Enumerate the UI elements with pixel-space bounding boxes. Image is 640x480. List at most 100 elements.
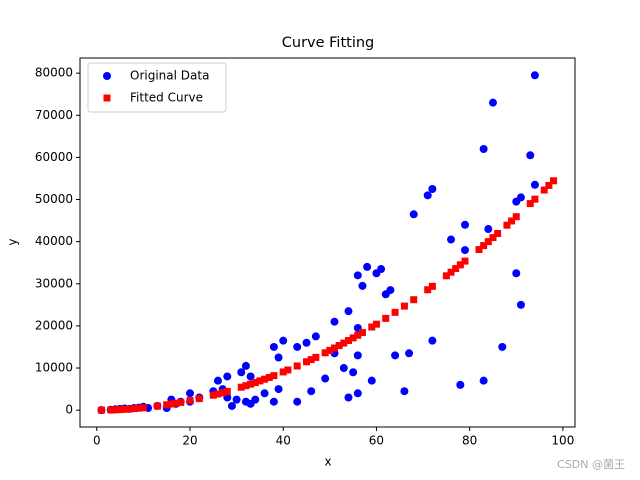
fitted-point xyxy=(107,406,115,414)
data-point xyxy=(353,389,362,398)
fitted-point xyxy=(251,379,259,387)
fitted-point xyxy=(330,344,338,352)
fitted-point xyxy=(261,375,269,383)
fitted-point xyxy=(139,404,147,412)
data-point xyxy=(302,338,311,347)
data-point xyxy=(461,220,469,229)
y-tick-label: 40000 xyxy=(35,234,73,248)
data-point xyxy=(428,336,437,345)
fitted-point xyxy=(475,246,483,254)
data-point xyxy=(307,387,316,396)
chart-title: Curve Fitting xyxy=(282,35,375,51)
fitted-point xyxy=(195,395,203,403)
fitted-point xyxy=(111,406,119,414)
legend-label: Fitted Curve xyxy=(130,91,203,105)
data-point xyxy=(344,393,353,402)
fitted-point xyxy=(214,390,222,398)
x-tick-label: 40 xyxy=(276,434,291,448)
data-point xyxy=(269,397,278,406)
x-axis-label: x xyxy=(324,455,331,469)
data-point xyxy=(423,191,432,200)
fitted-point xyxy=(452,265,460,273)
fitted-point xyxy=(335,342,343,350)
data-point xyxy=(241,361,250,370)
data-point xyxy=(260,389,269,398)
fitted-point xyxy=(121,405,129,413)
data-point xyxy=(279,336,288,345)
data-point xyxy=(400,387,409,396)
fitted-point xyxy=(312,353,320,361)
data-point xyxy=(293,342,302,351)
fitted-point xyxy=(270,372,278,380)
data-point xyxy=(479,144,488,153)
fitted-point xyxy=(456,261,464,269)
data-point xyxy=(339,364,348,373)
data-point xyxy=(227,401,236,410)
data-point xyxy=(377,265,386,274)
fitted-point xyxy=(209,391,217,399)
data-point xyxy=(498,342,507,351)
data-point xyxy=(246,372,255,381)
fitted-point xyxy=(372,320,380,328)
fitted-point xyxy=(307,356,315,364)
fitted-point xyxy=(382,314,390,322)
fitted-point xyxy=(354,331,362,339)
data-point xyxy=(461,246,469,255)
data-point xyxy=(391,351,400,360)
fitted-point xyxy=(526,200,534,208)
fitted-point xyxy=(480,242,488,250)
fitted-point xyxy=(461,257,469,265)
fitted-point xyxy=(344,337,352,345)
data-point xyxy=(274,385,283,394)
data-point xyxy=(488,98,497,107)
y-tick-label: 80000 xyxy=(35,66,73,80)
fitted-point xyxy=(447,268,455,276)
fitted-point xyxy=(484,238,492,246)
data-point xyxy=(409,210,418,219)
data-point xyxy=(251,395,260,404)
data-point xyxy=(530,180,539,189)
y-tick-label: 20000 xyxy=(35,318,73,332)
data-point xyxy=(353,271,362,280)
fitted-point xyxy=(135,404,143,412)
x-tick-label: 60 xyxy=(369,434,384,448)
fitted-point xyxy=(368,323,376,331)
fitted-point xyxy=(442,272,450,280)
data-point xyxy=(447,235,456,244)
watermark: CSDN @菌王 xyxy=(557,458,625,471)
data-point xyxy=(223,372,232,381)
fitted-point xyxy=(125,405,133,413)
fitted-point xyxy=(265,373,273,381)
fitted-point xyxy=(508,217,516,225)
data-point xyxy=(363,262,372,271)
data-point xyxy=(516,300,525,309)
data-point xyxy=(405,349,414,358)
fitted-point xyxy=(97,406,105,414)
data-point xyxy=(186,389,194,398)
fitted-point xyxy=(410,296,418,304)
fitted-point xyxy=(550,177,558,185)
y-tick-label: 50000 xyxy=(35,192,73,206)
data-point xyxy=(293,397,302,406)
data-point xyxy=(349,368,358,377)
legend-label: Original Data xyxy=(130,69,209,83)
data-point xyxy=(274,353,283,362)
fitted-point xyxy=(358,329,366,337)
fitted-point xyxy=(512,213,520,221)
fitted-point xyxy=(494,230,502,238)
fitted-point xyxy=(279,368,287,376)
data-point xyxy=(213,376,222,385)
y-tick-label: 30000 xyxy=(35,276,73,290)
fitted-point xyxy=(219,389,227,397)
data-point xyxy=(386,286,395,295)
fitted-point xyxy=(428,282,436,290)
fitted-point xyxy=(303,358,311,366)
data-point xyxy=(358,281,367,290)
x-tick-label: 100 xyxy=(551,434,574,448)
fitted-point xyxy=(163,401,171,409)
data-point xyxy=(237,368,246,377)
fitted-point xyxy=(172,399,180,407)
fitted-point xyxy=(256,377,264,385)
fitted-point xyxy=(186,397,194,405)
